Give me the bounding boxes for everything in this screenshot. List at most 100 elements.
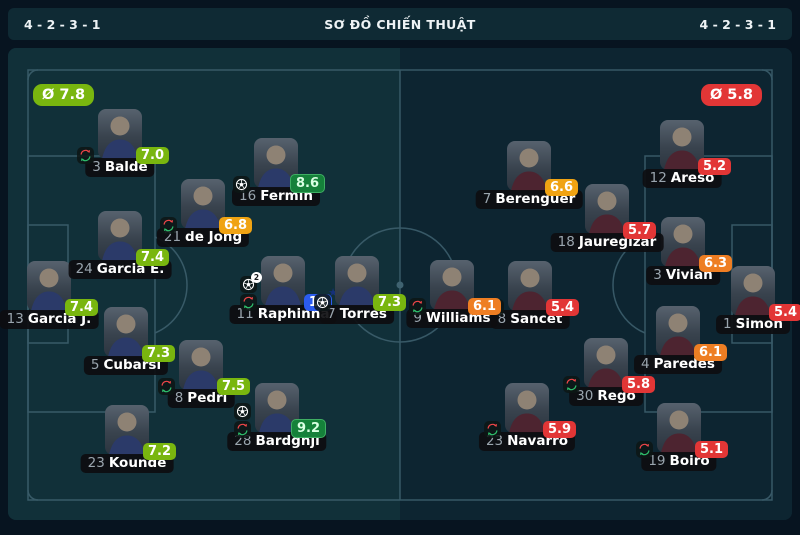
player-photo-silhouette — [509, 390, 545, 433]
goal-icon-glyph — [236, 405, 249, 418]
home-average-rating: Ø 7.8 — [33, 84, 95, 106]
player-photo — [104, 307, 148, 357]
substitution-icon — [158, 378, 175, 395]
player-photo-silhouette — [664, 127, 700, 170]
player-shirt-number: 4 — [641, 356, 650, 372]
goal-icon — [314, 294, 331, 311]
goal-icon-glyph — [316, 296, 329, 309]
substitution-icon-glyph — [639, 443, 650, 456]
player-photo — [105, 405, 149, 455]
player-boiro[interactable]: 5.1 19 Boiro — [636, 403, 728, 471]
player-photo-silhouette — [511, 148, 547, 191]
page-title: SƠ ĐỒ CHIẾN THUẬT — [324, 16, 476, 32]
player-shirt-number: 13 — [6, 311, 24, 327]
substitution-icon-glyph — [237, 423, 248, 436]
player-kounde[interactable]: 7.2 23 Kounde — [80, 405, 176, 473]
player-photo — [27, 261, 71, 311]
player-rating: 7.4 — [64, 299, 98, 316]
player-rating: 6.6 — [544, 179, 578, 196]
player-photo — [98, 211, 142, 261]
player-photo — [657, 403, 701, 453]
player-rating: 5.7 — [622, 222, 656, 239]
player-photo-silhouette — [512, 268, 548, 311]
substitution-icon-glyph — [161, 380, 172, 393]
player-bardghji[interactable]: 9.2 28 Bardghji — [227, 383, 327, 451]
away-formation: 4 - 2 - 3 - 1 — [699, 16, 776, 32]
player-shirt-number: 7 — [482, 191, 492, 207]
player-photo-silhouette — [185, 186, 221, 229]
player-rating: 5.8 — [621, 376, 655, 393]
goal-icon — [234, 403, 251, 420]
player-shirt-number: 5 — [90, 357, 100, 373]
player-photo-silhouette — [434, 267, 470, 310]
player-photo-silhouette — [258, 145, 294, 188]
player-garcia-j[interactable]: 7.4 13 Garcia J. — [0, 261, 99, 329]
player-photo — [660, 120, 704, 170]
goal-icon: 2 — [240, 272, 262, 293]
player-rating: 6.1 — [467, 298, 501, 315]
player-rating: 7.0 — [135, 147, 169, 164]
player-shirt-number: 9 — [413, 310, 422, 326]
player-rating: 6.1 — [693, 344, 727, 361]
player-photo-silhouette — [735, 273, 771, 316]
player-rating: 7.3 — [141, 345, 175, 362]
player-photo-silhouette — [265, 263, 301, 306]
player-rating: 7.5 — [216, 378, 250, 395]
goal-icon-glyph — [235, 178, 248, 191]
player-balde[interactable]: 7.0 3 Balde — [77, 109, 169, 177]
player-rego[interactable]: 5.8 30 Rego — [563, 338, 655, 406]
home-formation: 4 - 2 - 3 - 1 — [24, 16, 101, 32]
player-shirt-number: 23 — [87, 455, 105, 471]
player-shirt-number: 1 — [723, 316, 732, 332]
player-shirt-number: 3 — [653, 267, 662, 283]
player-vivian[interactable]: 6.3 3 Vivian — [646, 217, 732, 285]
player-berenguer[interactable]: 6.6 7 Berenguer — [475, 141, 583, 209]
player-rating: 9.2 — [290, 419, 326, 438]
player-rating: 7.3 — [372, 294, 406, 311]
player-areso[interactable]: 5.2 12 Areso — [642, 120, 731, 188]
player-williams[interactable]: 6.1 9 Williams — [406, 260, 501, 328]
player-photo — [731, 266, 775, 316]
player-jauregizar[interactable]: 5.7 18 Jauregizar — [550, 184, 664, 252]
player-garcia-e[interactable]: 7.4 24 Garcia E. — [68, 211, 172, 279]
player-ferm-n[interactable]: 8.6 16 Fermín — [232, 138, 325, 206]
player-de-jong[interactable]: 6.8 21 de Jong — [156, 179, 252, 247]
goal-icon — [233, 176, 250, 193]
player-photo — [505, 383, 549, 433]
player-photo — [179, 340, 223, 390]
player-rating: 7.4 — [135, 249, 169, 266]
player-rating: 5.4 — [768, 304, 800, 321]
player-navarro[interactable]: 5.9 23 Navarro — [478, 383, 576, 451]
substitution-icon-glyph — [412, 300, 423, 313]
player-photo — [335, 256, 379, 306]
substitution-icon — [563, 376, 580, 393]
player-cubarsi[interactable]: 7.3 5 Cubarsi — [83, 307, 175, 375]
substitution-icon — [240, 294, 257, 311]
player-sancet[interactable]: 5.4 8 Sancet — [487, 261, 579, 329]
player-photo-silhouette — [660, 313, 696, 356]
player-torres[interactable]: 7.3 7 Torres — [314, 256, 406, 324]
player-photo — [255, 383, 299, 433]
player-shirt-number: 24 — [75, 261, 93, 277]
player-photo-silhouette — [589, 191, 625, 234]
player-paredes[interactable]: 6.1 4 Paredes — [634, 306, 727, 374]
substitution-icon-glyph — [243, 296, 254, 309]
player-rating: 5.1 — [694, 441, 728, 458]
player-name-label: 8 Pedri — [167, 389, 235, 408]
player-simon[interactable]: 5.4 1 Simon — [716, 266, 800, 334]
player-shirt-number: 12 — [649, 170, 667, 186]
player-rating: 5.9 — [542, 421, 576, 438]
substitution-icon — [234, 421, 251, 438]
player-name-label: 23 Navarro — [478, 432, 576, 451]
player-rating: 5.4 — [545, 299, 579, 316]
player-shirt-number: 19 — [648, 453, 666, 469]
substitution-icon — [636, 441, 653, 458]
goal-count-badge: 2 — [251, 272, 262, 283]
goal-icon-glyph — [242, 278, 255, 291]
player-rating: 7.2 — [142, 443, 176, 460]
substitution-icon — [484, 421, 501, 438]
player-pedri[interactable]: 7.5 8 Pedri — [158, 340, 250, 408]
player-photo — [98, 109, 142, 159]
player-rating: 6.8 — [218, 217, 252, 234]
